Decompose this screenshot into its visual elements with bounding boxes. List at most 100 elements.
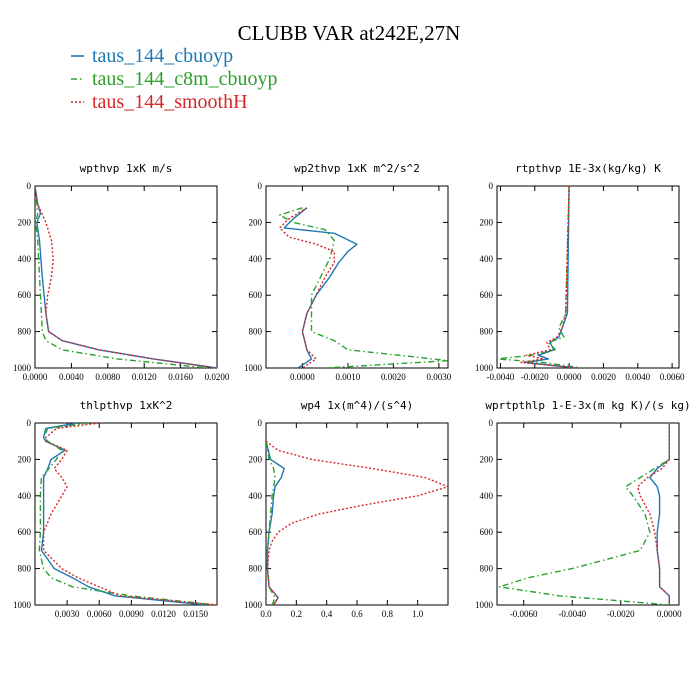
x-tick-label-3-0: 0.0030 xyxy=(55,609,80,619)
y-tick-label-3-5: 1000 xyxy=(13,600,32,610)
panel-title-0: wpthvp 1xK m/s xyxy=(80,162,173,175)
legend-label-1: taus_144_c8m_cbuoyp xyxy=(92,68,278,90)
panel-3: thlpthvp 1xK^2 0 200 400 600 800 1000 0.0030 0.0… xyxy=(13,399,218,619)
x-tick-label-1-2: 0.0020 xyxy=(381,372,406,382)
x-tick-label-0-3: 0.0120 xyxy=(132,372,157,382)
x-tick-label-2-1: -0.0020 xyxy=(521,372,549,382)
panel-title-4: wp4 1x(m^4)/(s^4) xyxy=(301,399,414,412)
series-line-0-1 xyxy=(35,186,208,368)
y-tick-label-1-0: 0 xyxy=(258,181,263,191)
y-tick-label-0-2: 400 xyxy=(18,254,32,264)
series-line-4-0 xyxy=(266,441,285,605)
x-tick-label-0-2: 0.0080 xyxy=(95,372,120,382)
series-line-5-1 xyxy=(498,423,670,605)
panel-title-5: wprtpthlp 1-E-3x(m kg K)/(s kg) xyxy=(485,399,690,412)
series-line-2-1 xyxy=(497,186,583,368)
x-tick-label-5-3: 0.0000 xyxy=(657,609,682,619)
y-tick-label-5-0: 0 xyxy=(489,418,494,428)
legend: taus_144_cbuoyp taus_144_c8m_cbuoyp taus… xyxy=(71,45,278,113)
x-tick-label-4-1: 0.2 xyxy=(291,609,302,619)
panel-frame-4 xyxy=(265,422,449,606)
series-line-3-0 xyxy=(40,423,207,605)
y-tick-label-5-2: 400 xyxy=(480,491,494,501)
y-tick-label-2-4: 800 xyxy=(480,327,494,337)
x-tick-label-2-5: 0.0060 xyxy=(660,372,685,382)
y-tick-label-1-2: 400 xyxy=(249,254,263,264)
y-tick-label-5-4: 800 xyxy=(480,564,494,574)
x-tick-label-3-2: 0.0090 xyxy=(119,609,144,619)
x-tick-label-3-4: 0.0150 xyxy=(183,609,208,619)
y-tick-label-0-0: 0 xyxy=(27,181,32,191)
x-tick-label-2-4: 0.0040 xyxy=(625,372,650,382)
x-tick-label-1-0: 0.0000 xyxy=(290,372,315,382)
y-tick-label-2-1: 200 xyxy=(480,217,494,227)
series-line-5-2 xyxy=(637,423,670,605)
y-tick-label-2-2: 400 xyxy=(480,254,494,264)
panel-frame-3 xyxy=(34,422,218,606)
series-line-3-1 xyxy=(38,423,217,605)
x-tick-label-2-0: -0.0040 xyxy=(487,372,515,382)
y-tick-label-4-5: 1000 xyxy=(244,600,263,610)
x-tick-label-5-0: -0.0060 xyxy=(510,609,538,619)
x-tick-label-5-1: -0.0040 xyxy=(558,609,586,619)
x-tick-label-5-2: -0.0020 xyxy=(607,609,635,619)
y-tick-label-2-5: 1000 xyxy=(475,363,494,373)
y-tick-label-2-0: 0 xyxy=(489,181,494,191)
series-line-1-0 xyxy=(283,207,358,368)
x-tick-label-0-0: 0.0000 xyxy=(23,372,48,382)
x-tick-label-0-1: 0.0040 xyxy=(59,372,84,382)
y-tick-label-3-1: 200 xyxy=(18,454,32,464)
panel-frame-2 xyxy=(496,185,680,369)
y-tick-label-4-3: 600 xyxy=(249,527,263,537)
y-tick-label-5-5: 1000 xyxy=(475,600,494,610)
x-tick-label-2-3: 0.0020 xyxy=(591,372,616,382)
series-line-5-0 xyxy=(649,423,670,605)
series-line-4-2 xyxy=(266,440,448,605)
x-tick-label-0-5: 0.0200 xyxy=(205,372,230,382)
legend-entry-0: taus_144_cbuoyp xyxy=(71,45,233,67)
series-line-1-1 xyxy=(278,207,448,368)
y-tick-label-5-3: 600 xyxy=(480,527,494,537)
legend-label-2: taus_144_smoothH xyxy=(92,91,248,113)
x-tick-label-4-2: 0.4 xyxy=(321,609,333,619)
x-tick-label-1-1: 0.0010 xyxy=(336,372,361,382)
x-tick-label-0-4: 0.0160 xyxy=(168,372,193,382)
y-tick-label-1-3: 600 xyxy=(249,290,263,300)
series-line-0-2 xyxy=(35,186,217,368)
y-tick-label-4-1: 200 xyxy=(249,454,263,464)
x-tick-label-3-1: 0.0060 xyxy=(87,609,112,619)
y-tick-label-5-1: 200 xyxy=(480,454,494,464)
y-tick-label-3-4: 800 xyxy=(18,564,32,574)
legend-label-0: taus_144_cbuoyp xyxy=(92,45,233,67)
series-line-1-2 xyxy=(278,207,335,368)
y-tick-label-4-4: 800 xyxy=(249,564,263,574)
y-tick-label-0-5: 1000 xyxy=(13,363,32,373)
panel-frame-1 xyxy=(265,185,449,369)
legend-entry-2: taus_144_smoothH xyxy=(71,91,248,113)
panel-title-3: thlpthvp 1xK^2 xyxy=(80,399,173,412)
panel-5: wprtpthlp 1-E-3x(m kg K)/(s kg) 0 200 400 60… xyxy=(475,399,691,619)
x-tick-label-4-3: 0.6 xyxy=(351,609,363,619)
panel-title-2: rtpthvp 1E-3x(kg/kg) K xyxy=(515,162,661,175)
panel-2: rtpthvp 1E-3x(kg/kg) K02004006008001000-… xyxy=(475,162,685,382)
y-tick-label-0-3: 600 xyxy=(18,290,32,300)
y-tick-label-2-3: 600 xyxy=(480,290,494,300)
y-tick-label-1-5: 1000 xyxy=(244,363,263,373)
y-tick-label-3-2: 400 xyxy=(18,491,32,501)
panel-frame-0 xyxy=(34,185,218,369)
panel-1: wp2thvp 1xK m^2/s^2 0 200 400 600 800 1000 0.00… xyxy=(244,162,452,382)
series-line-2-2 xyxy=(520,186,578,368)
legend-entry-1: taus_144_c8m_cbuoyp xyxy=(71,68,278,90)
x-tick-label-2-2: 0.0000 xyxy=(557,372,582,382)
x-tick-label-4-0: 0.0 xyxy=(260,609,272,619)
panel-title-1: wp2thvp 1xK m^2/s^2 xyxy=(294,162,420,175)
x-tick-label-1-3: 0.0030 xyxy=(427,372,452,382)
y-tick-label-1-4: 800 xyxy=(249,327,263,337)
series-line-4-1 xyxy=(266,441,276,605)
main-title: CLUBB VAR at242E,27N xyxy=(238,21,461,45)
y-tick-label-0-4: 800 xyxy=(18,327,32,337)
y-tick-label-3-3: 600 xyxy=(18,527,32,537)
